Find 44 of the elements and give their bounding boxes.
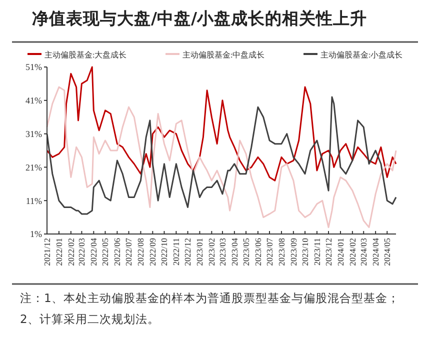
chart-title: 净值表现与大盘/中盘/小盘成长的相关性上升 — [32, 9, 368, 28]
x-tick-label: 2022/01 — [54, 238, 64, 266]
x-tick-label: 2024/05 — [382, 238, 392, 266]
x-tick-label: 2022/10 — [159, 238, 170, 266]
text: 注：1、本处主动偏股基金的样本为普通股票型基金与偏股混合型基金；2、计算采用二次规划法。 — [20, 291, 400, 326]
y-tick-label: 31% — [26, 128, 42, 139]
x-tick-label: 2024/01 — [335, 238, 346, 266]
x-tick-label: 2023/05 — [240, 238, 251, 266]
x-tick-label: 2022/08 — [136, 238, 146, 266]
legend-label: 主动偏股基金:中盘成长 — [182, 50, 265, 60]
line-series — [46, 66, 397, 182]
x-tick-label: 2023/09 — [288, 238, 298, 266]
y-tick-label: 11% — [26, 196, 42, 206]
line-series — [46, 86, 397, 228]
y-tick-label: 21% — [26, 162, 42, 172]
x-tick-label: 2022/07 — [124, 238, 134, 266]
x-tick-label: 2023/08 — [276, 238, 286, 266]
x-tick-label: 2022/05 — [100, 238, 110, 266]
y-tick-label: 1% — [30, 229, 42, 240]
y-tick-label: 51% — [26, 62, 42, 72]
y-tick-label: 41% — [26, 96, 42, 106]
x-tick-label: 2022/04 — [88, 237, 99, 266]
x-tick-label: 2023/11 — [312, 238, 322, 266]
x-tick-label: 2022/03 — [76, 238, 87, 266]
x-tick-label: 2023/01 — [194, 238, 205, 266]
x-tick-label: 2022/12 — [182, 238, 193, 266]
x-tick-label: 2023/07 — [264, 238, 274, 266]
x-tick-label: 2022/11 — [171, 238, 182, 266]
x-tick-label: 2024/03 — [358, 238, 369, 266]
x-tick-label: 2023/03 — [217, 238, 228, 266]
x-tick-label: 2024/04 — [370, 237, 381, 266]
x-tick-label: 2023/10 — [300, 238, 310, 266]
legend-label: 主动偏股基金:大盘成长 — [44, 50, 127, 60]
line-series — [46, 96, 397, 215]
x-tick-label: 2022/02 — [66, 238, 76, 266]
x-tick-label: 2022/06 — [112, 238, 122, 266]
x-tick-label: 2024/02 — [347, 238, 358, 266]
x-tick-label: 2023/12 — [323, 238, 334, 266]
legend-label: 主动偏股基金:小盘成长 — [320, 50, 403, 60]
x-tick-label: 2022/09 — [148, 238, 158, 266]
x-tick-label: 2023/06 — [252, 238, 263, 266]
x-tick-label: 2021/12 — [42, 238, 52, 266]
x-tick-label: 2023/04 — [229, 237, 240, 266]
x-tick-label: 2023/02 — [206, 238, 217, 266]
